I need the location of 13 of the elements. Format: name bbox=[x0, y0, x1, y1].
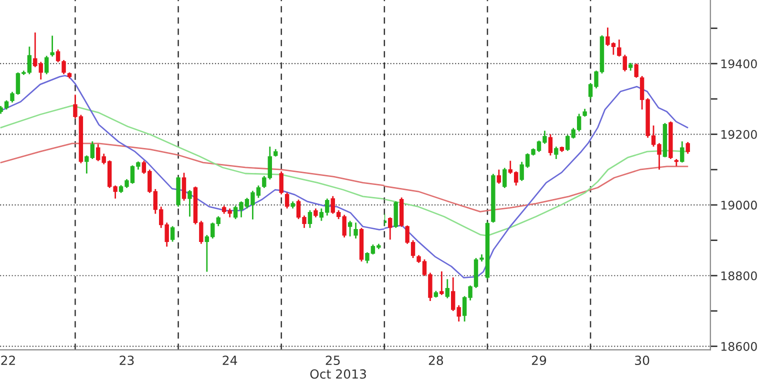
x-tick-label: 23 bbox=[120, 356, 134, 366]
y-tick-label: 19400 bbox=[721, 59, 757, 68]
y-tick-label: 19200 bbox=[721, 130, 757, 139]
x-tick-label: 28 bbox=[428, 356, 444, 366]
x-tick-label: 29 bbox=[532, 356, 546, 366]
x-axis-title: Oct 2013 bbox=[310, 369, 366, 379]
x-tick-label: 22 bbox=[1, 356, 15, 365]
x-tick-label: 24 bbox=[222, 356, 238, 365]
y-tick-label: 18600 bbox=[721, 342, 757, 351]
y-tick-label: 18800 bbox=[721, 271, 757, 280]
y-tick-label: 19000 bbox=[721, 200, 757, 210]
x-tick-label: 25 bbox=[326, 356, 340, 366]
x-tick-label: 30 bbox=[635, 356, 650, 366]
